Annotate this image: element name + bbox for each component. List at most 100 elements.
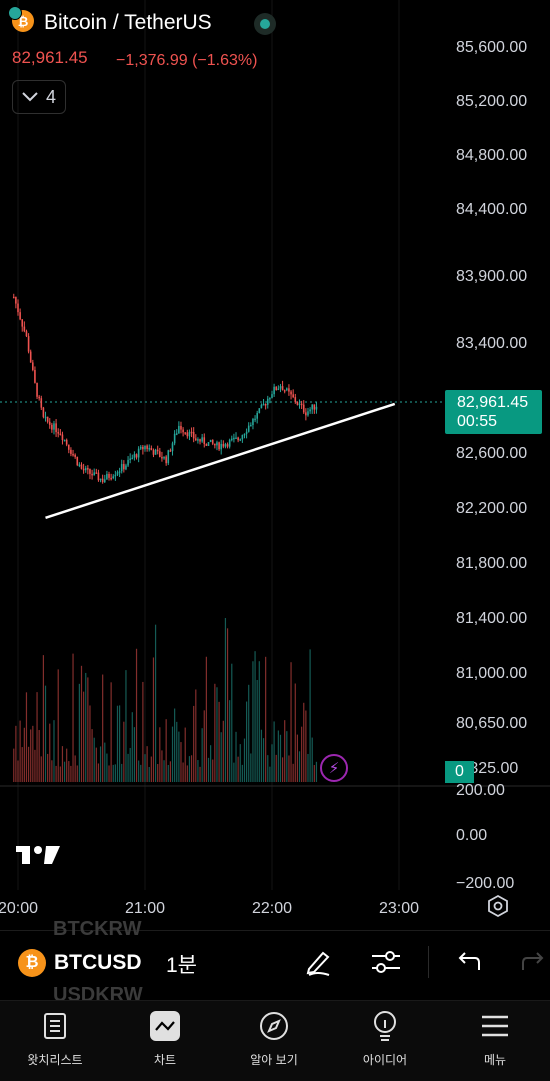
candle-body [214,443,216,446]
volume-bar [298,751,301,782]
symbol-header[interactable]: ₿ [8,6,34,32]
volume-bar [246,701,248,782]
candle-body [161,457,163,459]
candle-body [250,424,252,427]
volume-bar [161,750,163,782]
volume-bar [180,742,182,782]
volume-bar [102,674,104,782]
volume-bar [70,765,72,782]
time-axis: 20:00 21:00 22:00 23:00 [0,900,419,917]
volume-bar [97,763,100,782]
nav-menu-label: 메뉴 [483,1053,507,1067]
volume-bar [239,744,241,782]
volume-bar [309,649,311,782]
candle-body [245,431,248,434]
candle-body [127,459,129,466]
candle-body [195,438,197,441]
candle-body [220,443,222,450]
candle-body [97,472,100,481]
nav-menu[interactable]: 메뉴 [445,1009,545,1068]
volume-bar [252,661,254,782]
chart-settings-button[interactable] [366,942,406,982]
market-status-icon[interactable] [254,13,276,35]
candle-body [207,442,210,446]
toolbar-divider [428,946,429,978]
candle-body [256,413,258,419]
volume-bar [203,710,205,782]
volume-bar [123,721,125,782]
candle-body [27,336,30,352]
candle-body [12,296,15,299]
price-chart[interactable]: 85,600.00 85,200.00 84,800.00 84,400.00 83,9… [0,0,550,1000]
volume-bar [23,727,25,782]
candle-body [42,407,45,417]
volume-bar [273,721,275,782]
volume-bar [142,681,144,782]
undo-icon [458,952,480,970]
trendline[interactable] [45,402,396,520]
candle-body [84,468,87,471]
volume-bar [313,765,315,782]
interval-button[interactable]: 1분 [166,954,197,977]
volume-bar [286,731,288,782]
symbol-search-button[interactable]: ₿ BTCUSD [18,949,142,977]
candle-body [57,432,60,434]
volume-bar [258,661,260,782]
price-axis-label: 81,400.00 [456,610,527,627]
undo-button[interactable] [448,942,488,982]
bottom-navigation: 왓치리스트 차트 알아 보기 아이디어 메뉴 [0,1000,550,1081]
volume-bar [121,763,123,782]
volume-bar [131,712,133,782]
volume-bar [214,683,216,782]
candle-body [80,464,83,469]
price-axis-label: 83,900.00 [456,268,527,285]
volume-bar [91,729,93,782]
candle-body [241,435,244,440]
candle-body [182,429,184,433]
volume-bar [218,701,220,782]
lightning-icon[interactable]: ⚡ [320,754,348,782]
volume-bar [138,760,140,782]
candle-body [25,331,28,337]
nav-watchlist[interactable]: 왓치리스트 [5,1009,105,1068]
candle-body [190,431,193,434]
volume-bar [301,726,303,782]
candle-body [34,369,36,383]
volume-bar [85,672,87,782]
volume-bar [61,746,64,782]
volume-bar [40,756,42,782]
volume-bar [271,744,273,782]
candle-body [171,443,174,452]
nav-ideas-label: 아이디어 [362,1053,408,1067]
tether-icon [8,6,22,20]
candle-body [133,454,136,458]
volume-bar [114,764,116,782]
price-axis-label: 84,400.00 [456,201,527,218]
volume-bar [49,723,51,782]
volume-bar [157,764,159,782]
redo-button[interactable] [518,942,550,982]
nav-ideas[interactable]: 아이디어 [335,1009,435,1068]
price-axis-label: 0.00 [456,827,487,844]
bitcoin-icon: ₿ [8,6,34,32]
candle-body [152,450,155,455]
candle-body [51,424,53,430]
volume-bar [42,655,44,782]
pair-title[interactable]: Bitcoin / TetherUS [44,11,212,34]
nav-chart[interactable]: 차트 [115,1009,215,1068]
nav-explore[interactable]: 알아 보기 [224,1009,324,1068]
candle-body [36,382,38,397]
drawing-tool-button[interactable] [298,942,338,982]
tradingview-logo[interactable] [16,842,62,866]
indicators-toggle-button[interactable]: 4 [12,80,66,114]
volume-bar [212,759,214,782]
candle-body [211,439,214,444]
candle-body [55,423,57,433]
volume-bar [197,760,199,782]
volume-bar [51,760,53,782]
candle-body [216,442,218,446]
chart-settings-icon[interactable] [486,894,510,918]
candle-body [142,446,144,450]
candle-body [93,472,95,476]
time-axis-label: 22:00 [252,900,292,917]
